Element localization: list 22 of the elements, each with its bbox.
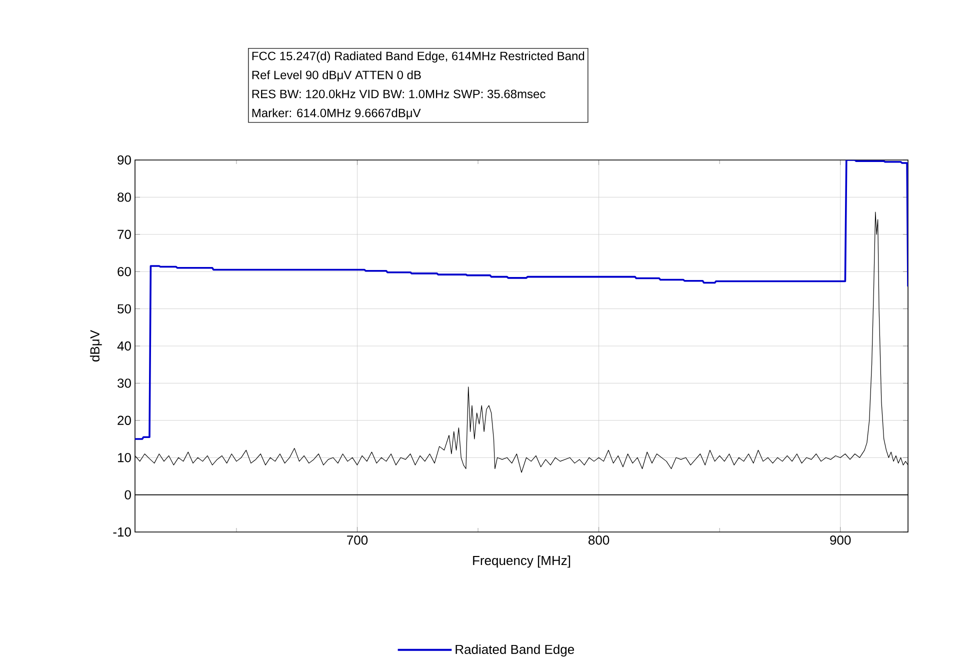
- y-tick-label: 30: [118, 378, 131, 388]
- y-tick-label: 20: [118, 416, 131, 425]
- line-series: [135, 160, 908, 440]
- text: Marker: 614.0MHz 9.6667dBμV: [252, 108, 421, 120]
- y-tick-label: 0: [124, 490, 131, 500]
- text: RES BW: 120.0kHz VID BW: 1.0MHz SWP: 35.68msec: [252, 89, 546, 98]
- y-axis-title: dBμV: [90, 330, 102, 362]
- y-tick-label: 40: [117, 341, 131, 351]
- y-tick-label: 60: [118, 266, 131, 276]
- x-tick-label: 900: [830, 536, 851, 545]
- y-tick-label: 70: [118, 230, 131, 239]
- x-tick-label: 800: [588, 536, 610, 545]
- x-tick-label: 700: [347, 536, 368, 545]
- y-tick-label: 10: [118, 452, 131, 462]
- y-tick-label: 80: [118, 192, 131, 202]
- text: Ref Level 90 dBμV ATTEN 0 dB: [252, 70, 421, 82]
- chart-title: FCC 15.247(d) Radiated Band Edge, 614MHz Restricted Band: [252, 51, 584, 63]
- y-tick-label: -10: [113, 527, 131, 537]
- y-tick-label: 50: [118, 304, 131, 314]
- y-tick-label: 90: [118, 155, 131, 165]
- legend-label: Radiated Band Edge: [456, 644, 574, 657]
- x-axis-title: Frequency [MHz]: [473, 556, 570, 568]
